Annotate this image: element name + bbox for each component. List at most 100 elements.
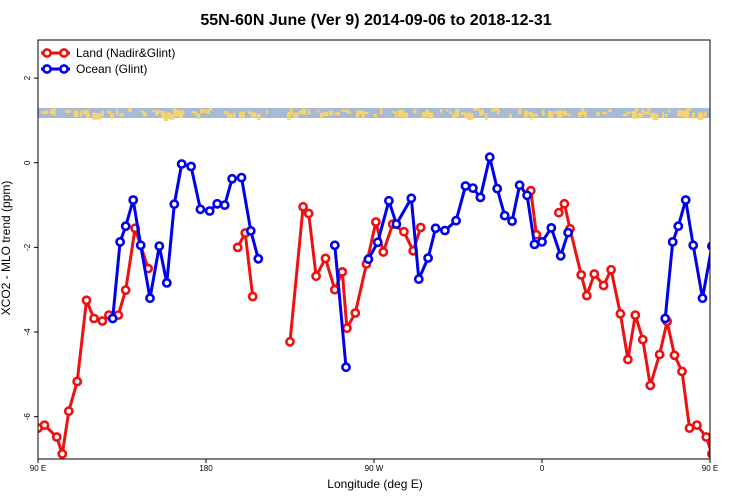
- data-point: [499, 210, 510, 221]
- strip-land-patch: [668, 109, 671, 113]
- data-point: [89, 313, 99, 324]
- strip-land-patch: [548, 111, 554, 118]
- strip-land-patch: [248, 111, 253, 115]
- strip-land-patch: [194, 111, 197, 116]
- strip-land-patch: [662, 111, 665, 119]
- strip-land-patch: [680, 113, 685, 117]
- strip-land-patch: [347, 111, 351, 114]
- data-point: [236, 172, 247, 183]
- strip-land-patch: [197, 113, 201, 120]
- strip-land-patch: [119, 113, 124, 117]
- strip-land-patch: [641, 109, 645, 113]
- y-axis-label: XCO2 - MLO trend (ppm): [0, 181, 13, 316]
- data-point: [39, 420, 50, 430]
- strip-land-patch: [341, 109, 345, 112]
- strip-land-patch: [464, 113, 469, 118]
- strip-land-patch: [242, 111, 246, 115]
- strip-land-patch: [683, 110, 689, 119]
- strip-land-patch: [425, 109, 430, 117]
- data-point: [72, 376, 83, 387]
- y-tick-label: -2: [23, 243, 32, 251]
- data-point: [553, 207, 564, 218]
- strip-land-patch: [566, 113, 571, 116]
- strip-land-patch: [83, 109, 89, 115]
- data-point: [51, 432, 62, 442]
- data-point: [415, 222, 426, 233]
- strip-land-patch: [452, 113, 458, 119]
- data-point: [667, 236, 678, 247]
- data-point: [589, 269, 600, 279]
- data-point: [247, 291, 258, 302]
- data-point: [298, 201, 308, 212]
- data-point: [581, 290, 592, 301]
- strip-land-patch: [107, 110, 112, 114]
- x-tick-label: 90 W: [365, 464, 384, 473]
- strip-land-patch: [392, 110, 396, 114]
- data-point: [563, 227, 573, 238]
- strip-land-patch: [374, 113, 377, 118]
- data-point: [320, 253, 331, 264]
- data-point: [341, 323, 352, 334]
- strip-land-patch: [317, 109, 320, 113]
- strip-land-patch: [542, 109, 545, 116]
- data-point: [537, 236, 547, 247]
- series-line: [38, 226, 150, 456]
- legend: Land (Nadir&Glint) Ocean (Glint): [41, 46, 175, 76]
- data-point: [378, 247, 389, 257]
- data-point: [740, 315, 747, 322]
- strip-land-patch: [68, 110, 72, 113]
- strip-land-patch: [497, 109, 500, 115]
- strip-land-patch: [395, 111, 398, 118]
- data-point: [81, 295, 92, 306]
- strip-land-patch: [527, 112, 533, 115]
- strip-land-patch: [53, 108, 56, 116]
- data-point: [451, 215, 461, 226]
- strip-land-patch: [227, 113, 233, 118]
- x-tick-label: 90 E: [702, 464, 718, 473]
- strip-land-patch: [110, 113, 114, 119]
- data-point: [145, 293, 155, 304]
- data-point: [645, 380, 656, 391]
- data-point: [219, 200, 230, 210]
- strip-land-patch: [467, 112, 472, 120]
- data-point: [688, 240, 699, 251]
- strip-land-patch: [356, 110, 360, 118]
- data-point: [529, 239, 540, 250]
- data-point: [383, 195, 394, 206]
- strip-land-patch: [449, 111, 453, 114]
- data-point: [370, 217, 381, 227]
- strip-land-patch: [404, 112, 409, 119]
- data-point: [154, 241, 165, 251]
- data-point: [363, 254, 374, 265]
- data-point: [716, 279, 723, 286]
- series-line: [557, 202, 710, 453]
- strip-land-patch: [554, 111, 559, 114]
- data-point: [337, 266, 348, 277]
- strip-land-patch: [290, 108, 293, 116]
- data-point: [120, 221, 131, 232]
- strip-land-patch: [632, 110, 637, 119]
- strip-land-patch: [329, 110, 334, 116]
- strip-land-patch: [557, 110, 563, 118]
- strip-land-patch: [650, 112, 654, 119]
- strip-land-patch: [518, 108, 522, 115]
- data-point: [245, 225, 256, 236]
- data-point: [430, 223, 441, 234]
- strip-land-patch: [344, 109, 349, 113]
- series-layer: [38, 152, 747, 459]
- data-point: [285, 336, 295, 347]
- data-point: [673, 221, 684, 232]
- strip-land-patch: [101, 110, 104, 117]
- data-point: [623, 354, 633, 365]
- data-point: [701, 432, 710, 442]
- data-point: [227, 173, 237, 184]
- data-point: [723, 378, 730, 385]
- data-point: [555, 250, 566, 261]
- data-point: [253, 253, 264, 264]
- strip-land-patch: [155, 110, 159, 116]
- strip-land-patch: [398, 109, 404, 118]
- data-point: [120, 285, 131, 295]
- strip-land-patch: [209, 108, 213, 111]
- strip-land-patch: [167, 112, 171, 119]
- strip-land-patch: [95, 113, 101, 120]
